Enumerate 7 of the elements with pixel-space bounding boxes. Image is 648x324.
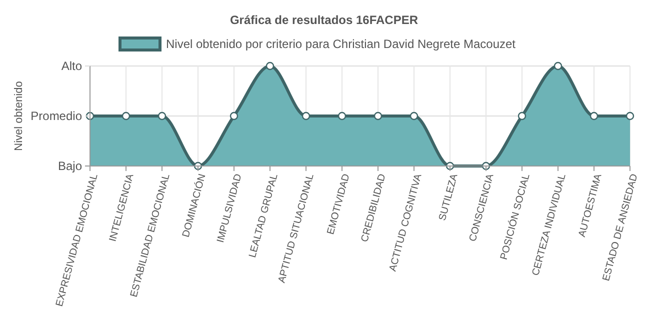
ref-line-label: Promedio — [30, 109, 82, 124]
chart-title: Gráfica de resultados 16FACPER — [230, 13, 418, 27]
x-tick-label: LEALTAD GRUPAL — [247, 172, 280, 259]
legend-label: Nivel obtenido por criterio para Christian David Negrete Macouzet — [166, 37, 516, 51]
text: Bajo — [58, 159, 82, 174]
y-axis-title: Nivel obtenido — [13, 81, 25, 151]
ref-line-label: Alto — [61, 59, 82, 74]
